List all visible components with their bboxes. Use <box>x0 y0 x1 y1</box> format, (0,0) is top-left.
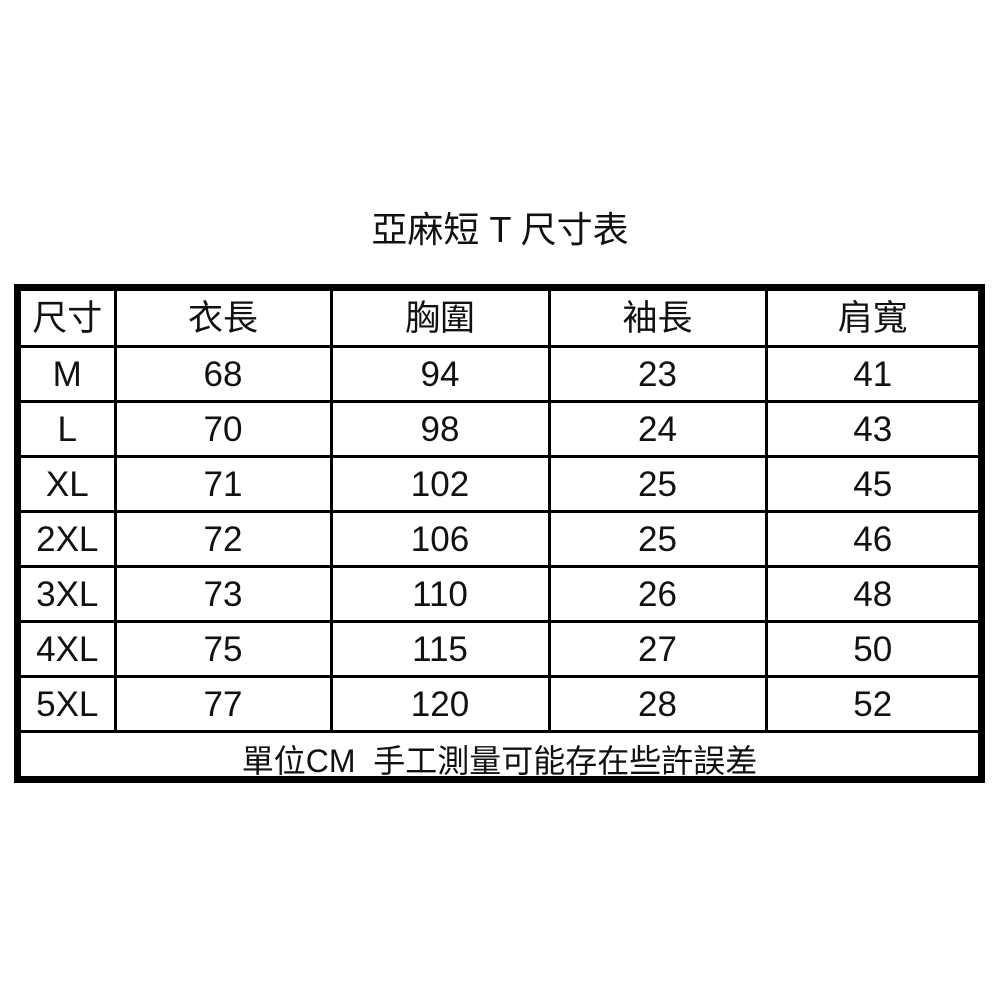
cell-chest: 106 <box>329 510 551 568</box>
cell-size: 4XL <box>21 620 117 678</box>
table-header-row: 尺寸 衣長 胸圍 袖長 肩寬 <box>21 291 978 348</box>
cell-shoulder: 45 <box>764 455 978 513</box>
cell-chest: 110 <box>329 565 551 623</box>
cell-shoulder: 48 <box>764 565 978 623</box>
unit-note: 單位CM 手工測量可能存在些許誤差 <box>21 730 978 789</box>
table-row: 2XL 72 106 25 46 <box>21 510 978 568</box>
cell-sleeve: 26 <box>547 565 768 623</box>
header-length: 衣長 <box>113 291 333 348</box>
table-row: 5XL 77 120 28 52 <box>21 675 978 732</box>
cell-chest: 120 <box>329 675 551 732</box>
cell-chest: 98 <box>329 400 551 458</box>
header-sleeve: 袖長 <box>547 291 768 348</box>
header-chest: 胸圍 <box>329 291 551 348</box>
cell-shoulder: 50 <box>764 620 978 678</box>
cell-length: 73 <box>113 565 333 623</box>
table-row: L 70 98 24 43 <box>21 400 978 458</box>
cell-sleeve: 23 <box>547 345 768 403</box>
cell-length: 70 <box>113 400 333 458</box>
cell-sleeve: 25 <box>547 510 768 568</box>
cell-shoulder: 41 <box>764 345 978 403</box>
cell-sleeve: 24 <box>547 400 768 458</box>
cell-length: 72 <box>113 510 333 568</box>
table-row: XL 71 102 25 45 <box>21 455 978 513</box>
cell-sleeve: 25 <box>547 455 768 513</box>
header-shoulder: 肩寬 <box>764 291 978 348</box>
cell-shoulder: 46 <box>764 510 978 568</box>
cell-sleeve: 27 <box>547 620 768 678</box>
cell-length: 77 <box>113 675 333 732</box>
cell-shoulder: 52 <box>764 675 978 732</box>
cell-size: 5XL <box>21 675 117 732</box>
cell-length: 68 <box>113 345 333 403</box>
table-row: 3XL 73 110 26 48 <box>21 565 978 623</box>
cell-size: L <box>21 400 117 458</box>
size-chart-table-frame: 尺寸 衣長 胸圍 袖長 肩寬 M 68 94 23 41 L 70 98 24 43 XL 71 102… <box>14 284 985 789</box>
table-row: 4XL 75 115 27 50 <box>21 620 978 678</box>
cell-chest: 94 <box>329 345 551 403</box>
table-row: M 68 94 23 41 <box>21 345 978 403</box>
cell-shoulder: 43 <box>764 400 978 458</box>
header-size: 尺寸 <box>21 291 117 348</box>
cell-chest: 102 <box>329 455 551 513</box>
cell-length: 75 <box>113 620 333 678</box>
cell-size: XL <box>21 455 117 513</box>
cell-chest: 115 <box>329 620 551 678</box>
cell-sleeve: 28 <box>547 675 768 732</box>
cell-size: 2XL <box>21 510 117 568</box>
table-footer-row: 單位CM 手工測量可能存在些許誤差 <box>21 730 978 789</box>
page-title: 亞麻短 T 尺寸表 <box>371 209 629 250</box>
cell-size: M <box>21 345 117 403</box>
size-chart-table: 尺寸 衣長 胸圍 袖長 肩寬 M 68 94 23 41 L 70 98 24 43 XL 71 102… <box>21 291 978 789</box>
cell-size: 3XL <box>21 565 117 623</box>
cell-length: 71 <box>113 455 333 513</box>
